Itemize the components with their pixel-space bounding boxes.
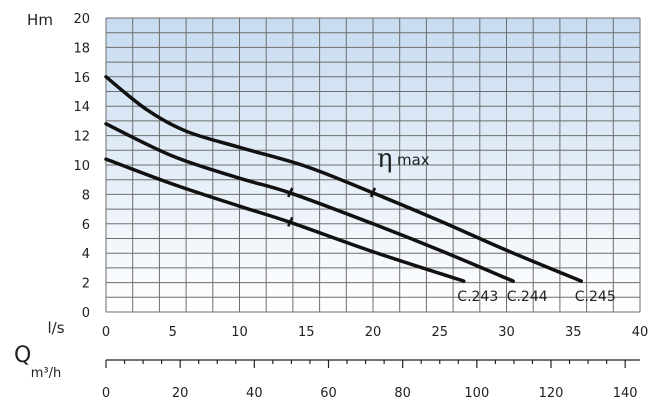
y-tick-label: 2 [82,277,90,292]
x-tick-label: 30 [498,325,515,340]
x-axis-unit-secondary: m³/h [31,366,62,381]
y-axis-title: Hm [27,11,53,29]
curve-labels: C.243 C.244 C.245 [457,289,615,305]
eta-max-mark [369,187,377,198]
y-tick-label: 6 [82,218,90,233]
x-axis-unit-primary: l/s [47,319,64,337]
y-tick-label: 4 [82,247,90,262]
eta-max-text: max [397,151,430,169]
curve-label: C.245 [575,289,616,305]
secondary-x-tick-label: 40 [246,386,263,401]
curve-label: C.243 [457,289,498,305]
q-letter: Q [14,343,31,368]
eta-max-mark [287,216,294,227]
secondary-x-tick-label: 100 [464,386,489,401]
y-tick-label: 14 [73,100,90,115]
eta-max-symbol: η [377,144,393,174]
x-tick-label: 35 [565,325,582,340]
eta-max-mark [287,187,294,198]
pump-curve-c243 [104,157,466,283]
secondary-x-tick-label: 0 [102,386,110,401]
x-tick-labels: 0 5 10 15 20 25 30 35 40 [102,325,648,340]
secondary-x-axis: 0 20 40 60 80 100 120 140 [102,359,640,401]
x-tick-label: 25 [431,325,448,340]
eta-max-marks [287,187,377,227]
x-tick-label: 5 [169,325,177,340]
y-tick-label: 18 [73,41,90,56]
secondary-x-tick-label: 120 [539,386,564,401]
y-tick-labels: 0 2 4 6 8 10 12 14 16 18 20 [73,12,90,321]
x-tick-label: 10 [231,325,248,340]
grid-lines [105,17,641,313]
y-tick-label: 10 [73,159,90,174]
y-tick-label: 8 [82,188,90,203]
y-tick-label: 20 [73,12,90,27]
secondary-x-tick-label: 60 [320,386,337,401]
pump-curve-c245 [104,75,584,283]
secondary-x-tick-label: 80 [394,386,411,401]
x-tick-label: 20 [365,325,382,340]
y-tick-label: 16 [73,71,90,86]
x-tick-label: 40 [632,325,649,340]
secondary-x-tick-label: 140 [613,386,638,401]
y-tick-label: 0 [82,306,90,321]
x-tick-label: 0 [102,325,110,340]
secondary-x-tick-label: 20 [172,386,189,401]
y-tick-label: 12 [73,130,90,145]
curve-label: C.244 [507,289,548,305]
x-tick-label: 15 [298,325,315,340]
